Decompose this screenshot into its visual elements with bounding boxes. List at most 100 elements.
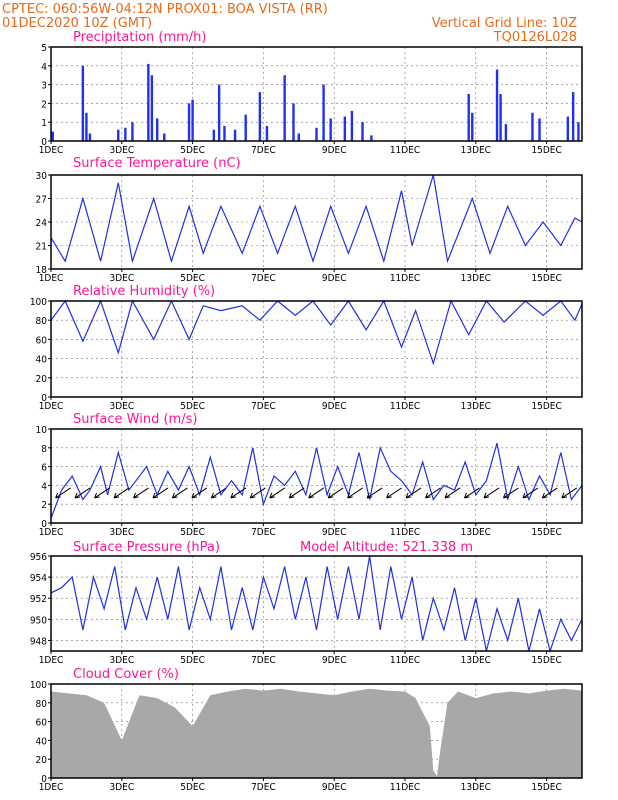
x-tick-label: 11DEC — [390, 782, 420, 793]
precip-bar — [187, 103, 191, 141]
wind-arrowhead — [55, 492, 61, 499]
wind-arrowhead — [171, 492, 178, 499]
wind-arrow — [152, 487, 169, 499]
panel-title-precipitation: Precipitation (mm/h) — [73, 30, 206, 45]
wind-arrowhead — [405, 492, 412, 499]
x-tick-label: 5DEC — [180, 145, 205, 156]
surface-wind-m-s-line — [50, 442, 583, 519]
y-tick-label: 950 — [30, 615, 47, 626]
panel-frame — [50, 428, 583, 524]
x-tick-label: 11DEC — [390, 527, 420, 538]
wind-arrow — [211, 487, 227, 499]
x-tick-label: 15DEC — [531, 782, 561, 793]
precip-bar — [51, 131, 54, 141]
y-tick-label: 0 — [41, 393, 47, 404]
x-tick-label: 15DEC — [531, 401, 561, 412]
y-tick-label: 948 — [30, 636, 47, 647]
y-tick-label: 6 — [41, 463, 47, 474]
y-tick-label: 20 — [36, 374, 48, 385]
y-tick-label: 18 — [36, 265, 48, 276]
header-model: TQ0126L028 — [493, 30, 577, 45]
wind-arrowhead — [561, 492, 567, 499]
x-tick-label: 7DEC — [251, 527, 276, 538]
precip-bar — [223, 125, 226, 141]
y-tick-label: 10 — [36, 425, 48, 436]
wind-arrow — [113, 487, 130, 499]
precip-bar — [150, 75, 154, 141]
precip-bar — [322, 84, 325, 141]
precip-bar — [531, 112, 534, 141]
y-tick-label: 60 — [36, 718, 48, 729]
wind-arrowhead — [386, 492, 392, 499]
panel-title-wind: Surface Wind (m/s) — [73, 412, 197, 427]
surface-temperature-nc-line — [50, 174, 583, 264]
wind-arrow — [561, 487, 578, 499]
x-tick-label: 5DEC — [180, 401, 205, 412]
panel-title-temperature: Surface Temperature (nC) — [73, 156, 241, 171]
x-tick-label: 5DEC — [180, 782, 205, 793]
y-tick-label: 24 — [36, 218, 48, 229]
precip-bar — [504, 124, 508, 141]
y-tick-label: 40 — [36, 355, 48, 366]
wind-arrowhead — [133, 492, 139, 499]
x-tick-label: 15DEC — [531, 655, 561, 666]
wind-arrowhead — [308, 492, 314, 499]
x-tick-label: 7DEC — [251, 655, 276, 666]
wind-arrowhead — [230, 492, 236, 499]
header-run-time: 01DEC2020 10Z (GMT) — [2, 16, 152, 31]
wind-arrow — [74, 487, 91, 499]
precip-bar — [156, 118, 159, 141]
y-tick-label: 100 — [30, 297, 47, 308]
wind-arrow — [230, 487, 247, 499]
precip-bar — [471, 112, 474, 141]
wind-arrowhead — [502, 492, 509, 499]
y-tick-label: 2 — [41, 500, 47, 511]
wind-arrowhead — [249, 492, 256, 499]
x-tick-label: 7DEC — [251, 401, 276, 412]
precip-bar — [577, 122, 580, 141]
header-station: CPTEC: 060:56W-04:12N PROX01: BOA VISTA … — [2, 2, 328, 17]
x-tick-label: 11DEC — [390, 145, 420, 156]
x-tick-label: 1DEC — [39, 782, 64, 793]
wind-arrow — [522, 487, 539, 499]
x-tick-label: 1DEC — [39, 401, 64, 412]
x-tick-label: 11DEC — [390, 401, 420, 412]
panel-title-pressure: Surface Pressure (hPa) — [73, 540, 220, 555]
x-tick-label: 1DEC — [39, 655, 64, 666]
header-grid-line: Vertical Grid Line: 10Z — [432, 16, 577, 31]
precip-bar — [343, 116, 347, 141]
wind-arrow — [133, 487, 149, 499]
y-tick-label: 956 — [30, 552, 47, 563]
wind-arrow — [327, 487, 344, 499]
wind-arrow — [288, 487, 305, 499]
wind-arrowhead — [288, 492, 295, 499]
y-tick-label: 100 — [30, 680, 47, 691]
x-tick-label: 9DEC — [322, 273, 347, 284]
precip-bar — [566, 116, 570, 141]
x-tick-label: 9DEC — [322, 527, 347, 538]
wind-arrowhead — [113, 492, 120, 499]
y-tick-label: 21 — [36, 242, 47, 253]
x-tick-label: 15DEC — [531, 527, 561, 538]
wind-arrowhead — [269, 492, 275, 499]
precip-bar — [217, 84, 221, 141]
panel-frame — [50, 683, 583, 779]
wind-arrow — [483, 487, 500, 499]
wind-arrow — [269, 487, 286, 499]
panel-annotation-altitude: Model Altitude: 521.338 m — [300, 540, 473, 555]
y-tick-label: 4 — [41, 481, 47, 492]
precip-bar — [538, 118, 541, 141]
y-tick-label: 30 — [36, 171, 48, 182]
precip-bar — [283, 75, 286, 141]
x-tick-label: 9DEC — [322, 655, 347, 666]
panel-frame — [50, 300, 583, 398]
precip-bar — [244, 114, 247, 141]
wind-arrow — [347, 487, 363, 499]
wind-arrowhead — [522, 492, 528, 499]
y-tick-label: 80 — [36, 316, 48, 327]
precip-bar — [191, 99, 194, 141]
x-tick-label: 5DEC — [180, 527, 205, 538]
relative-humidity-line — [50, 299, 583, 366]
x-tick-label: 7DEC — [251, 145, 276, 156]
wind-arrow — [405, 487, 422, 499]
